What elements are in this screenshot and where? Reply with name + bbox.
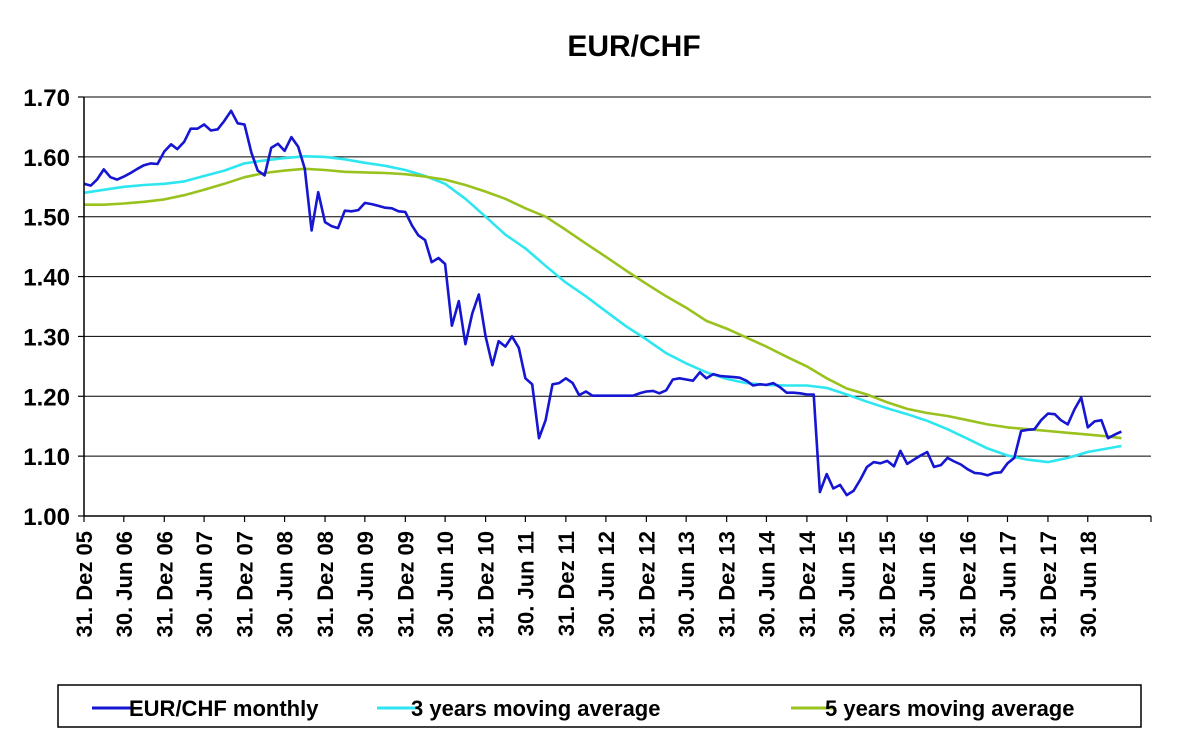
x-tick-label: 31. Dez 16 [956, 531, 981, 637]
x-tick-label: 31. Dez 15 [875, 531, 900, 637]
y-tick-label: 1.20 [23, 384, 70, 411]
x-tick-label: 30. Jun 18 [1076, 531, 1101, 637]
x-tick-label: 31. Dez 07 [233, 531, 258, 637]
legend-label-monthly: EUR/CHF monthly [129, 696, 319, 721]
x-tick-label: 31. Dez 11 [554, 531, 579, 636]
x-tick-label: 30. Jun 08 [273, 531, 298, 637]
x-tick-label: 31. Dez 05 [72, 531, 97, 637]
axes [78, 96, 1152, 522]
x-tick-label: 31. Dez 14 [795, 530, 820, 637]
series-line-3y-average [83, 155, 1122, 464]
x-tick-label: 31. Dez 08 [313, 531, 338, 637]
series-line-5y-average [84, 167, 1122, 440]
legend-label-5y-average: 5 years moving average [825, 696, 1074, 721]
x-tick-label: 31. Dez 17 [1036, 531, 1061, 637]
x-tick-label: 31. Dez 10 [474, 531, 499, 637]
series-line-monthly [83, 109, 1122, 497]
y-tick-label: 1.30 [23, 324, 70, 351]
y-tick-label: 1.50 [23, 205, 70, 232]
legend-label-3y-average: 3 years moving average [411, 696, 660, 721]
y-tick-label: 1.40 [23, 265, 70, 292]
y-tick-label: 1.70 [23, 85, 70, 112]
x-tick-label: 30. Jun 11 [513, 531, 538, 636]
y-tick-label: 1.00 [23, 504, 70, 531]
x-tick-label: 30. Jun 17 [995, 531, 1020, 637]
x-tick-label: 31. Dez 12 [634, 531, 659, 637]
gridlines [84, 96, 1151, 457]
x-tick-label: 30. Jun 07 [192, 531, 217, 637]
x-tick-label: 31. Dez 09 [393, 531, 418, 637]
x-tick-label: 30. Jun 13 [674, 531, 699, 637]
legend: EUR/CHF monthly 3 years moving average 5… [57, 684, 1142, 728]
y-axis-tick-labels: 1.00 1.10 1.20 1.30 1.40 1.50 1.60 1.70 [23, 85, 70, 531]
x-tick-label: 30. Jun 16 [915, 531, 940, 637]
x-tick-label: 30. Jun 09 [353, 531, 378, 637]
x-axis-tick-labels: 31. Dez 05 30. Jun 06 31. Dez 06 30. Jun 07… [72, 530, 1101, 637]
y-tick-label: 1.60 [23, 145, 70, 172]
legend-box [57, 684, 1142, 728]
x-tick-label: 30. Jun 06 [112, 531, 137, 637]
y-tick-label: 1.10 [23, 444, 70, 471]
x-tick-label: 30. Jun 14 [754, 530, 779, 637]
x-tick-label: 31. Dez 13 [715, 531, 740, 637]
x-tick-label: 31. Dez 06 [152, 531, 177, 637]
x-tick-label: 30. Jun 12 [594, 531, 619, 637]
x-tick-label: 30. Jun 10 [433, 531, 458, 637]
chart-title: EUR/CHF [567, 30, 700, 63]
series-lines [83, 109, 1122, 497]
x-tick-label: 30. Jun 15 [835, 531, 860, 637]
